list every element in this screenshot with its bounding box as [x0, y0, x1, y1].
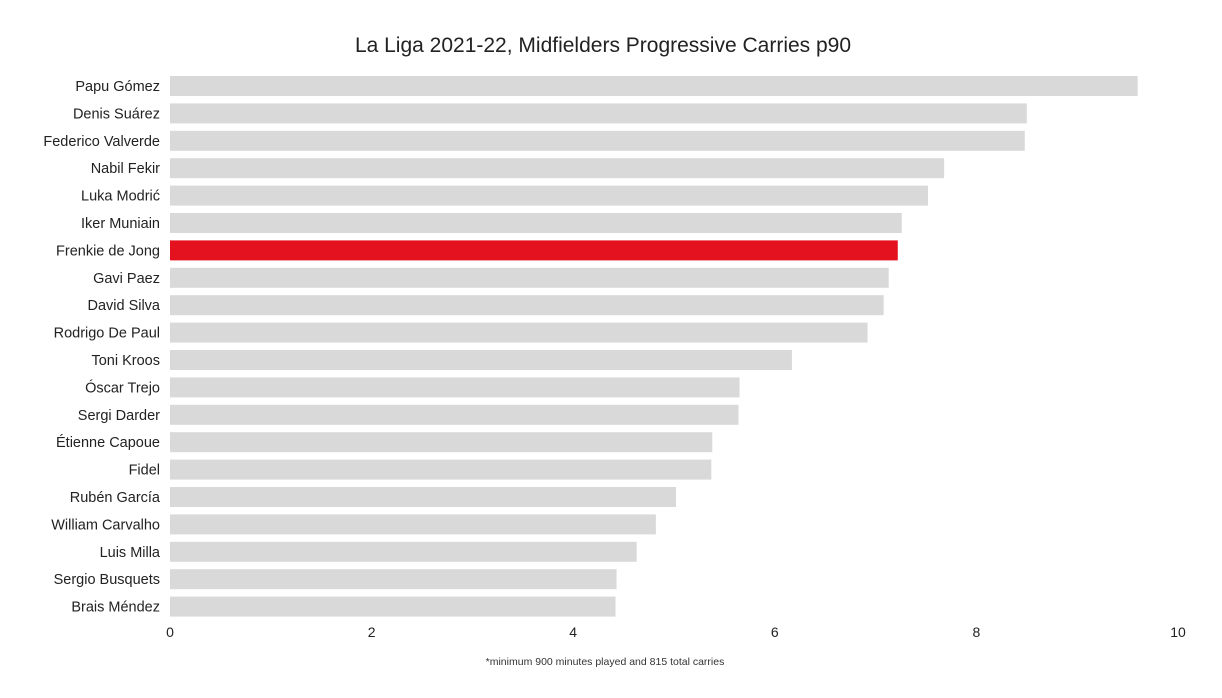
bar-10: [170, 350, 792, 370]
x-tick-label: 2: [368, 624, 376, 640]
category-label: Sergio Busquets: [54, 572, 160, 588]
category-label: Brais Méndez: [71, 600, 160, 616]
chart-title: La Liga 2021-22, Midfielders Progressive…: [355, 34, 851, 57]
bar-17: [170, 541, 637, 562]
category-label: Luis Milla: [100, 545, 161, 561]
category-label: Iker Muniain: [81, 216, 160, 232]
category-label: Óscar Trejo: [85, 379, 160, 396]
bar-18: [170, 569, 617, 590]
bar-9: [170, 322, 868, 343]
category-label: Rubén García: [70, 490, 161, 506]
bar-7: [170, 267, 889, 288]
bar-6: [170, 240, 898, 261]
category-label: Sergi Darder: [78, 408, 160, 424]
x-tick-label: 10: [1170, 624, 1186, 640]
bar-12: [170, 404, 739, 425]
category-label: Nabil Fekir: [91, 161, 160, 177]
bar-0: [170, 76, 1138, 96]
category-label: William Carvalho: [51, 517, 160, 533]
bar-14: [170, 459, 712, 480]
bar-15: [170, 487, 677, 507]
bar-16: [170, 514, 656, 535]
bar-19: [170, 596, 616, 617]
bar-5: [170, 213, 902, 233]
category-label: David Silva: [87, 298, 160, 314]
category-label: Federico Valverde: [43, 134, 160, 150]
x-tick-label: 6: [771, 624, 779, 640]
category-label: Fidel: [129, 463, 160, 479]
category-label: Gavi Paez: [93, 271, 160, 287]
category-label: Papu Gómez: [75, 79, 160, 95]
bar-13: [170, 432, 713, 453]
bar-1: [170, 103, 1027, 124]
bar-8: [170, 295, 884, 316]
bar-4: [170, 185, 929, 206]
category-label: Denis Suárez: [73, 106, 160, 122]
chart-footnote: *minimum 900 minutes played and 815 tota…: [486, 656, 725, 668]
bars-layer: [170, 76, 1138, 617]
bar-2: [170, 130, 1025, 151]
x-tick-label: 8: [973, 624, 981, 640]
x-tick-label: 0: [166, 624, 174, 640]
category-label: Étienne Capoue: [56, 434, 160, 451]
category-label: Luka Modrić: [81, 189, 160, 205]
x-axis-ticks: 0 2 4 6 8 10: [166, 624, 1186, 640]
bar-11: [170, 377, 740, 398]
bar-3: [170, 158, 945, 179]
category-label: Rodrigo De Paul: [54, 326, 160, 342]
x-tick-label: 4: [569, 624, 577, 640]
category-labels: Papu Gómez Denis Suárez Federico Valverde N…: [43, 79, 161, 616]
category-label: Frenkie de Jong: [56, 243, 160, 259]
category-label: Toni Kroos: [91, 353, 160, 369]
